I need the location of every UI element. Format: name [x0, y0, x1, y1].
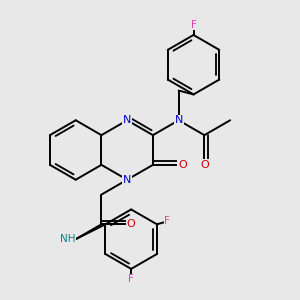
Text: NH: NH: [60, 234, 76, 244]
Text: O: O: [178, 160, 187, 170]
Text: N: N: [175, 115, 183, 125]
Text: F: F: [164, 216, 170, 226]
Text: N: N: [123, 115, 131, 125]
Text: O: O: [200, 160, 209, 170]
Text: F: F: [190, 20, 196, 30]
Text: N: N: [123, 175, 131, 185]
Text: O: O: [127, 219, 136, 229]
Text: F: F: [128, 274, 134, 284]
